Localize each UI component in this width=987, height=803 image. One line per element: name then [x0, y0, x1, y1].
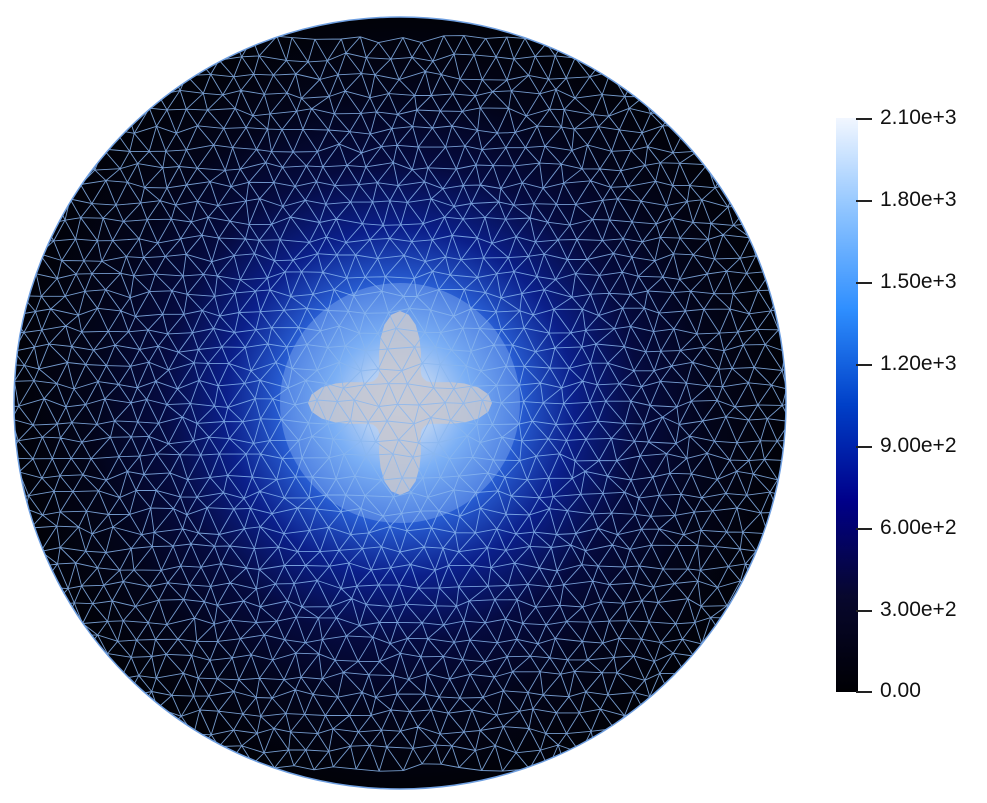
- colorbar-tick: [856, 200, 872, 202]
- colorbar-label: 1.20e+3: [880, 352, 957, 375]
- colorbar-label-min: 0.00: [880, 679, 921, 702]
- peak-star: [308, 311, 492, 495]
- colorbar-tick: [856, 446, 872, 448]
- colorbar-tick: [856, 610, 872, 612]
- colorbar-label: 1.80e+3: [880, 188, 957, 211]
- colorbar-tick: [856, 528, 872, 530]
- colorbar-label-max: 2.10e+3: [880, 106, 957, 129]
- colorbar-tick: [856, 282, 872, 284]
- colorbar-label: 9.00e+2: [880, 434, 957, 457]
- colorbar-tick: [856, 364, 872, 366]
- peak-region: [280, 283, 520, 523]
- colorbar-label: 1.50e+3: [880, 270, 957, 293]
- colorbar-tick: [856, 118, 872, 120]
- domain-boundary: [13, 16, 787, 790]
- colorbar-gradient: [836, 118, 858, 692]
- colorbar-label: 6.00e+2: [880, 516, 957, 539]
- colorbar-tick: [856, 691, 872, 693]
- colorbar-label: 3.00e+2: [880, 598, 957, 621]
